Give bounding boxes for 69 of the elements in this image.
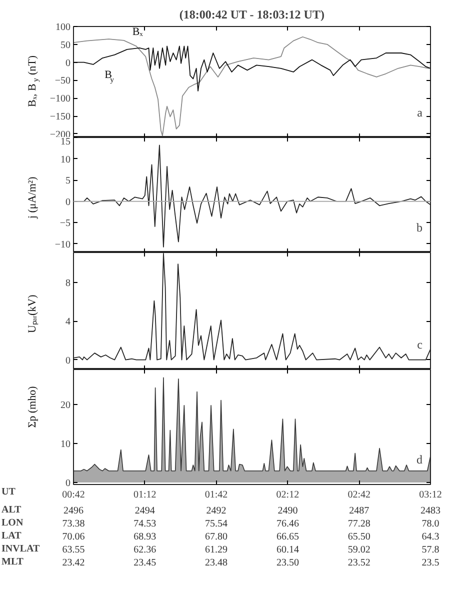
- text: 74.53: [134, 518, 156, 530]
- series-label: Bₓ: [132, 26, 144, 38]
- y-tick-label: 4: [66, 316, 70, 328]
- y-tick-label: −150: [50, 112, 70, 123]
- y-tick-label: 0: [66, 58, 70, 69]
- text: INVLAT: [2, 544, 40, 554]
- chart-title: (18:00:42 UT - 18:03:12 UT): [179, 8, 324, 22]
- text: 73.38: [62, 518, 85, 530]
- y-axis-title: j (μA/m²): [26, 176, 38, 220]
- y-tick-label: −100: [50, 94, 70, 105]
- x-tick-label: 03:12: [419, 490, 442, 500]
- text: 2494: [134, 506, 155, 516]
- y-tick-label: 100: [56, 22, 70, 33]
- text: 62.36: [134, 544, 156, 556]
- y-tick-label: 50: [60, 40, 70, 51]
- y-tick-label: −10: [54, 239, 70, 250]
- x-tick-label: 01:12: [134, 490, 156, 500]
- text: 66.65: [276, 532, 299, 542]
- text: 68.93: [134, 532, 156, 542]
- text: 75.54: [205, 518, 228, 530]
- y-axis-title: Uₚₐᵣ(kV): [26, 294, 38, 333]
- x-tick-label: 02:42: [348, 490, 370, 500]
- text: 63.55: [62, 544, 85, 556]
- text: 23.48: [205, 558, 228, 568]
- y-tick-label: 0: [66, 196, 70, 208]
- text: UT: [2, 486, 16, 498]
- text: 2490: [278, 506, 298, 516]
- text: 23.52: [348, 558, 370, 568]
- annotation: d: [416, 452, 422, 466]
- text: 23.50: [276, 558, 299, 568]
- text: 67.80: [205, 532, 228, 542]
- text: 61.29: [205, 544, 228, 556]
- annotation: b: [416, 220, 422, 234]
- text: 2496: [64, 506, 84, 516]
- x-tick-label: 02:12: [276, 490, 300, 500]
- text: 23.45: [134, 558, 156, 568]
- y-tick-label: −50: [54, 76, 70, 87]
- y-tick-label: −5: [60, 218, 70, 230]
- annotation: c: [417, 338, 422, 352]
- text: MLT: [2, 556, 24, 568]
- x-tick-label: 01:42: [204, 490, 228, 500]
- y-tick-label: 8: [66, 278, 70, 289]
- text: 23.5: [422, 558, 440, 568]
- text: 78.0: [422, 518, 440, 530]
- text: 76.46: [276, 518, 299, 530]
- text: 64.3: [422, 532, 440, 542]
- x-tick-label: 00:42: [62, 490, 85, 500]
- text: LON: [2, 518, 24, 528]
- y-tick-label: 0: [66, 478, 70, 490]
- y-tick-label: 20: [60, 400, 70, 412]
- annotation: a: [417, 106, 424, 120]
- y-tick-label: 0: [66, 355, 70, 366]
- text: 2487: [349, 506, 370, 516]
- text: LAT: [2, 530, 22, 542]
- text: 23.42: [62, 558, 85, 568]
- text: 70.06: [62, 532, 85, 542]
- y-tick-label: 5: [66, 176, 70, 187]
- text: ALT: [2, 504, 22, 516]
- text: 2492: [206, 506, 226, 516]
- text: 65.50: [348, 532, 370, 542]
- text: 2483: [420, 506, 440, 516]
- y-tick-label: 10: [60, 154, 70, 166]
- y-tick-label: 15: [60, 136, 70, 148]
- text: 59.02: [348, 544, 370, 556]
- text: 57.8: [422, 544, 440, 556]
- text: 77.28: [348, 518, 370, 530]
- y-axis-title: Σp (mho): [26, 386, 38, 428]
- y-tick-label: 10: [60, 439, 70, 450]
- text: 60.14: [276, 544, 299, 556]
